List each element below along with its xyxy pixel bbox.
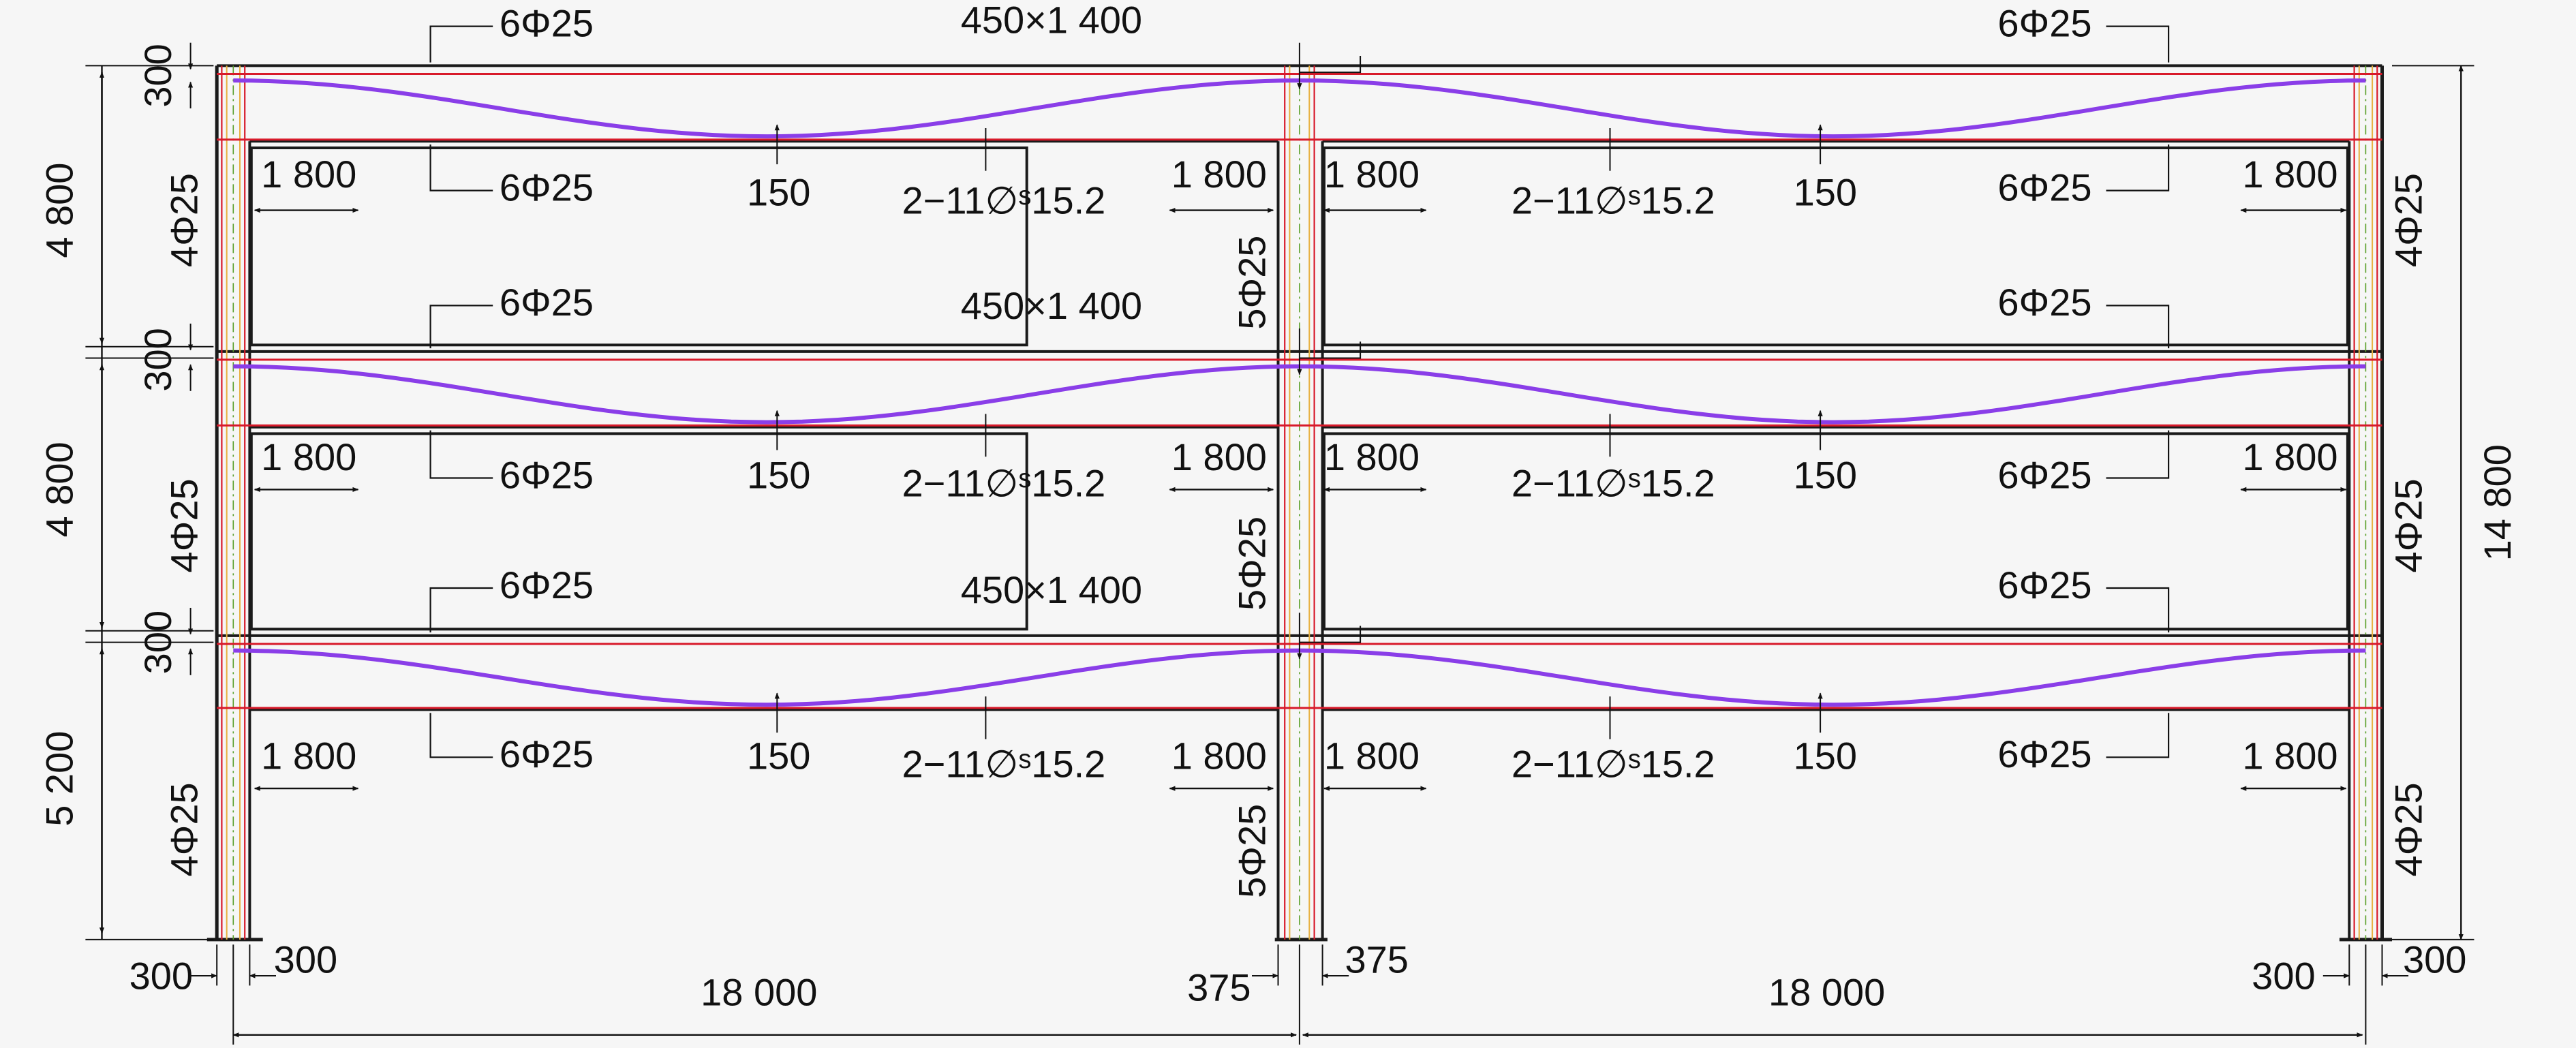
beam-section-label: 450×1 400	[961, 0, 1142, 42]
column-half-label: 300	[274, 938, 337, 981]
storey-height-label: 4 800	[37, 442, 80, 537]
slab-thickness-label: 300	[136, 44, 179, 107]
tendon-label-right: 2−11∅ˢ15.2	[1512, 179, 1715, 222]
haunch-length-label: 1 800	[1171, 735, 1267, 777]
column-rebar-right: 4Φ25	[2387, 478, 2430, 572]
column-rebar-left: 4Φ25	[163, 173, 206, 267]
top-rebar-label-right: 6Φ25	[1997, 1, 2091, 44]
top-rebar-label-left: 6Φ25	[500, 281, 594, 324]
column-rebar-mid: 5Φ25	[1231, 804, 1274, 898]
opening-left	[249, 432, 1028, 631]
bottom-rebar-leader-right	[2106, 713, 2170, 758]
column-half-label: 300	[2252, 955, 2315, 998]
top-rebar-leader-right	[2106, 25, 2170, 63]
top-rebar-leader-right	[2106, 587, 2170, 633]
top-rebar-label-left: 6Φ25	[500, 1, 594, 44]
haunch-length-label: 1 800	[2242, 435, 2337, 478]
span-label-left: 18 000	[701, 971, 817, 1014]
top-rebar-label-right: 6Φ25	[1997, 281, 2091, 324]
top-rebar-leader-left	[429, 587, 493, 633]
beam-section-label: 450×1 400	[961, 568, 1142, 611]
tendon-low-point-label: 150	[747, 453, 810, 496]
tendon-label-right: 2−11∅ˢ15.2	[1512, 743, 1715, 786]
opening-right	[1323, 147, 2349, 347]
anchor-leader	[1299, 56, 1362, 74]
column-half-label: 375	[1345, 938, 1408, 981]
bottom-rebar-label-left: 6Φ25	[500, 453, 594, 496]
dimension-lines	[85, 25, 2474, 1045]
opening-right	[1323, 432, 2349, 631]
tendon-label-left: 2−11∅ˢ15.2	[902, 179, 1106, 222]
bottom-rebar-leader-right	[2106, 430, 2170, 479]
column-rebar-right: 4Φ25	[2387, 173, 2430, 267]
bottom-rebar-label-right: 6Φ25	[1997, 733, 2091, 775]
top-rebar-leader-right	[2106, 305, 2170, 349]
prestress-tendon-right-span	[1300, 648, 2366, 707]
haunch-length-label: 1 800	[1324, 435, 1420, 478]
total-height-label: 14 800	[2476, 444, 2519, 561]
tendon-label-left: 2−11∅ˢ15.2	[902, 743, 1106, 786]
beam-section-label: 450×1 400	[961, 284, 1142, 327]
column-half-label: 375	[1187, 966, 1251, 1008]
column-rebar-mid: 5Φ25	[1231, 517, 1274, 611]
prestress-tendon-left-span	[233, 648, 1301, 707]
bottom-rebar-leader-right	[2106, 144, 2170, 191]
haunch-length-label: 1 800	[1324, 735, 1420, 777]
top-rebar-label-left: 6Φ25	[500, 564, 594, 606]
tendon-low-point-label: 150	[1794, 453, 1857, 496]
span-label-right: 18 000	[1768, 971, 1885, 1014]
tendon-low-point-label: 150	[1794, 735, 1857, 777]
storey-height-label: 4 800	[37, 163, 80, 258]
column-half-label: 300	[129, 955, 193, 998]
column-rebar-left: 4Φ25	[163, 478, 206, 572]
opening-left	[249, 147, 1028, 347]
column-rebar-right: 4Φ25	[2387, 782, 2430, 876]
column-half-label: 300	[2403, 938, 2466, 981]
bottom-rebar-label-right: 6Φ25	[1997, 166, 2091, 209]
bottom-rebar-leader-left	[429, 430, 493, 479]
tendon-low-point-label: 150	[747, 735, 810, 777]
haunch-length-label: 1 800	[261, 435, 356, 478]
labels: 450×1 400 450×1 400 450×1 400 6Φ25 6Φ25 6Φ25 6…	[37, 0, 2519, 1014]
prestress-tendon-left-span	[233, 78, 1301, 139]
haunch-length-label: 1 800	[1324, 153, 1420, 196]
prestress-tendon-right-span	[1300, 364, 2366, 425]
tendon-label-right: 2−11∅ˢ15.2	[1512, 461, 1715, 504]
tendon-label-left: 2−11∅ˢ15.2	[902, 461, 1106, 504]
top-rebar-leader-left	[429, 305, 493, 349]
bottom-rebar-label-right: 6Φ25	[1997, 453, 2091, 496]
anchor-leader	[1299, 626, 1362, 643]
prestress-tendon-left-span	[233, 364, 1301, 425]
column-rebar-left: 4Φ25	[163, 782, 206, 876]
haunch-length-label: 1 800	[261, 153, 356, 196]
tendons	[233, 78, 2366, 707]
top-rebar-leader-left	[429, 25, 493, 63]
slab-thickness-label: 300	[136, 611, 179, 674]
slab-thickness-label: 300	[136, 328, 179, 391]
top-rebar-label-right: 6Φ25	[1997, 564, 2091, 606]
haunch-length-label: 1 800	[1171, 153, 1267, 196]
bottom-rebar-label-left: 6Φ25	[500, 166, 594, 209]
haunch-length-label: 1 800	[2242, 735, 2337, 777]
tendon-low-point-label: 150	[1794, 171, 1857, 214]
tendon-low-point-label: 150	[747, 171, 810, 214]
bottom-rebar-label-left: 6Φ25	[500, 733, 594, 775]
bottom-rebar-leader-left	[429, 713, 493, 758]
haunch-length-label: 1 800	[1171, 435, 1267, 478]
bottom-rebar-leader-left	[429, 144, 493, 191]
anchor-leader	[1299, 341, 1362, 359]
haunch-length-label: 1 800	[261, 735, 356, 777]
column-rebar-mid: 5Φ25	[1231, 236, 1274, 330]
prestress-tendon-right-span	[1300, 78, 2366, 139]
storey-height-label: 5 200	[37, 731, 80, 827]
haunch-length-label: 1 800	[2242, 153, 2337, 196]
